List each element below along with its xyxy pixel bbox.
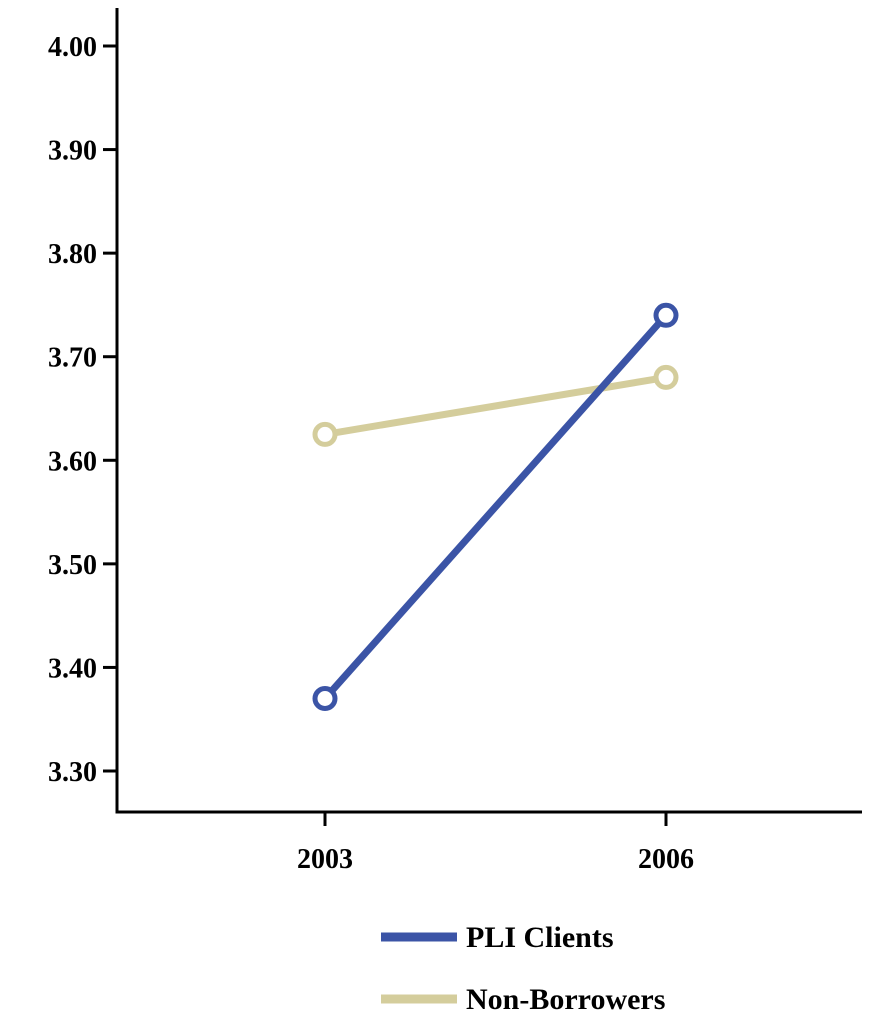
- data-point-non-borrowers-2003: [312, 421, 338, 447]
- x-tick-label: 2003: [297, 844, 353, 875]
- series-line-non-borrowers: [321, 373, 670, 438]
- y-axis: 3.30 3.40 3.50 3.60 3.70 3.80 3.90 4.00: [48, 8, 119, 812]
- y-tick-label: 3.40: [48, 653, 97, 684]
- x-axis: 2003 2006: [115, 810, 862, 875]
- data-point-pli-clients-2003: [312, 686, 338, 711]
- y-tick-label: 3.30: [48, 757, 97, 788]
- y-tick-label: 3.60: [48, 446, 97, 477]
- y-tick-label: 3.70: [48, 343, 97, 374]
- series-layer: [312, 302, 679, 711]
- legend-label-pli-clients: PLI Clients: [466, 921, 614, 954]
- series-line-pli-clients: [321, 311, 670, 702]
- x-tick-label: 2006: [638, 844, 694, 875]
- legend: PLI Clients Non-Borrowers: [381, 921, 665, 1011]
- y-tick-label: 4.00: [48, 32, 97, 63]
- y-tick-label: 3.80: [48, 239, 97, 270]
- y-tick-label: 3.90: [48, 136, 97, 167]
- legend-label-non-borrowers: Non-Borrowers: [466, 983, 665, 1011]
- data-point-non-borrowers-2006: [653, 364, 679, 390]
- y-tick-label: 3.50: [48, 550, 97, 581]
- data-point-pli-clients-2006: [653, 302, 679, 328]
